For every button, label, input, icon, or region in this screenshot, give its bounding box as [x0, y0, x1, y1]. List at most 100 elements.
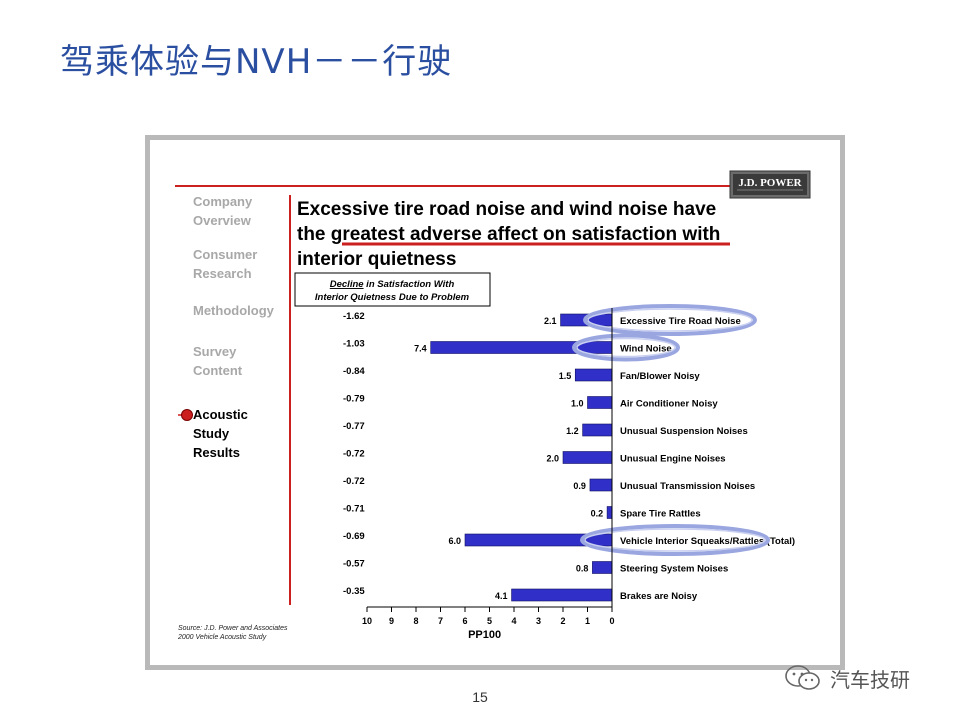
- decline-value-label: -0.35: [343, 586, 365, 597]
- sidebar-item-3[interactable]: Survey Content: [193, 344, 243, 378]
- decline-box-line-1: Decline in Satisfaction With: [330, 279, 455, 290]
- bar-value-label: 6.0: [448, 536, 461, 546]
- decline-value-label: -1.62: [343, 311, 365, 322]
- bar-value-label: 2.0: [546, 454, 559, 464]
- category-label: Unusual Transmission Noises: [620, 481, 755, 492]
- x-tick-label: 2: [560, 616, 565, 626]
- logo-text: J.D. POWER: [738, 177, 802, 189]
- sidebar-item-label: Study: [193, 426, 230, 441]
- highlight-ellipse-inner: [576, 337, 676, 358]
- category-label: Steering System Noises: [620, 564, 728, 575]
- x-tick-label: 8: [413, 616, 418, 626]
- slide-frame: J.D. POWER Company Overview Consumer Resear…: [145, 135, 845, 670]
- bars-layer: [430, 313, 613, 602]
- sidebar-item-label: Acoustic: [193, 407, 248, 422]
- decline-value-label: -1.03: [343, 339, 365, 350]
- highlight-ellipse: [572, 333, 680, 362]
- category-label: Unusual Suspension Noises: [620, 426, 748, 437]
- headline: Excessive tire road noise and wind noise…: [297, 199, 730, 270]
- category-label: Spare Tire Rattles: [620, 509, 701, 520]
- sidebar-item-1[interactable]: Consumer Research: [193, 247, 257, 281]
- x-tick-label: 9: [389, 616, 394, 626]
- source-line-2: 2000 Vehicle Acoustic Study: [177, 634, 267, 641]
- decline-value-label: -0.72: [343, 449, 365, 460]
- sidebar-item-4[interactable]: Acoustic Study Results: [178, 407, 248, 460]
- decline-box-line-2: Interior Quietness Due to Problem: [315, 292, 470, 303]
- bar: [606, 506, 613, 519]
- highlight-ellipses-layer: [572, 304, 770, 556]
- page-number: 15: [472, 689, 488, 705]
- decline-labels-layer: -1.62 -1.03 -0.84 -0.79 -0.77 -0.72 -0.72 -0.71…: [343, 311, 365, 597]
- headline-line-1: Excessive tire road noise and wind noise…: [297, 199, 716, 220]
- x-axis-ticks: 10 9 8 7 6 5 4 3 2 1 0: [362, 607, 615, 626]
- bar-value-label: 0.9: [573, 481, 586, 491]
- jd-power-logo: J.D. POWER: [729, 170, 811, 199]
- highlight-ellipse-inner: [584, 528, 766, 552]
- active-marker-dot: [181, 409, 193, 421]
- x-tick-label: 10: [362, 616, 372, 626]
- x-tick-label: 6: [462, 616, 467, 626]
- bar: [511, 588, 613, 602]
- decline-value-label: -0.79: [343, 394, 365, 405]
- bar: [589, 478, 613, 492]
- bar: [574, 368, 613, 382]
- x-tick-label: 4: [511, 616, 516, 626]
- sidebar-item-label: Survey: [193, 344, 237, 359]
- sidebar-item-label: Results: [193, 445, 240, 460]
- acoustic-study-chart: J.D. POWER Company Overview Consumer Resear…: [175, 170, 811, 641]
- highlight-ellipse: [583, 304, 757, 336]
- x-tick-label: 1: [585, 616, 590, 626]
- category-label: Unusual Engine Noises: [620, 454, 726, 465]
- category-label: Wind Noise: [620, 344, 672, 355]
- sidebar-item-label: Overview: [193, 213, 252, 228]
- sidebar-item-2[interactable]: Methodology: [193, 303, 275, 318]
- bar-value-label: 1.0: [571, 399, 584, 409]
- sidebar-item-label: Company: [193, 194, 253, 209]
- decline-value-label: -0.57: [343, 559, 365, 570]
- sidebar-item-label: Research: [193, 266, 252, 281]
- source-line-1: Source: J.D. Power and Associates: [178, 625, 288, 632]
- watermark-text: 汽车技研: [830, 667, 910, 692]
- x-tick-label: 7: [438, 616, 443, 626]
- decline-value-label: -0.69: [343, 531, 365, 542]
- decline-value-label: -0.77: [343, 421, 365, 432]
- category-label: Vehicle Interior Squeaks/Rattles (Total): [620, 536, 795, 547]
- category-label: Fan/Blower Noisy: [620, 371, 700, 382]
- x-tick-label: 0: [609, 616, 614, 626]
- category-label: Excessive Tire Road Noise: [620, 316, 741, 327]
- headline-line-2: the greatest adverse affect on satisfact…: [297, 224, 720, 245]
- decline-value-label: -0.84: [343, 366, 365, 377]
- highlight-ellipse-inner: [587, 308, 753, 332]
- decline-value-label: -0.71: [343, 504, 365, 515]
- bar: [582, 423, 613, 437]
- bar-value-label: 0.8: [576, 564, 589, 574]
- category-label: Air Conditioner Noisy: [620, 399, 718, 410]
- bar-value-label: 1.2: [566, 426, 579, 436]
- x-tick-label: 5: [487, 616, 492, 626]
- sidebar-item-label: Content: [193, 363, 243, 378]
- sidebar-item-label: Consumer: [193, 247, 257, 262]
- bar: [562, 451, 613, 464]
- x-axis-label: PP100: [468, 629, 501, 641]
- x-tick-label: 3: [536, 616, 541, 626]
- decline-box: Decline in Satisfaction With Interior Qu…: [294, 272, 491, 307]
- bar: [592, 561, 613, 574]
- sidebar-item-0[interactable]: Company Overview: [193, 194, 253, 228]
- wechat-icon: [785, 665, 820, 690]
- sidebar: Company Overview Consumer Research Methodolo…: [178, 194, 275, 460]
- bar-value-label: 4.1: [495, 591, 508, 601]
- bar-value-label: 7.4: [414, 344, 427, 354]
- slide-title: 驾乘体验与NVH－－行驶: [60, 42, 453, 82]
- sidebar-item-label: Methodology: [193, 303, 275, 318]
- headline-line-3: interior quietness: [297, 249, 456, 270]
- bar-value-label: 2.1: [544, 316, 557, 326]
- category-label: Brakes are Noisy: [620, 591, 698, 602]
- category-labels-layer: Excessive Tire Road Noise Wind Noise Fan/B…: [620, 316, 795, 602]
- bar: [587, 396, 613, 409]
- decline-value-label: -0.72: [343, 476, 365, 487]
- bar-value-label: 1.5: [559, 371, 572, 381]
- watermark: 汽车技研: [782, 663, 910, 693]
- value-labels-layer: 2.1 7.4 1.5 1.0 1.2 2.0 0.9 0.2 6.0 0.8 4.1: [414, 316, 603, 601]
- bar-value-label: 0.2: [591, 509, 604, 519]
- highlight-ellipse: [580, 524, 770, 556]
